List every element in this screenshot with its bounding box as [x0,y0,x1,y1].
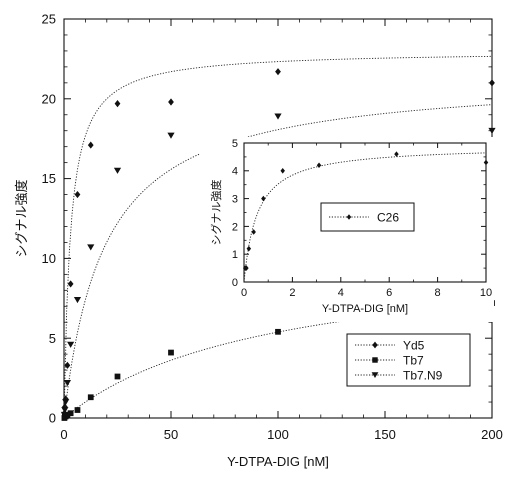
x-axis-title: Y-DTPA-DIG [nM] [227,454,329,469]
data-point-tb7-n9 [167,133,174,139]
x-tick-label: 150 [374,427,396,442]
x-tick-label: 10 [480,287,492,299]
y-axis-title: シグナル強度 [14,179,29,257]
legend-label: Tb7 [403,354,424,368]
y-tick-label: 5 [232,138,238,150]
y-tick-label: 0 [49,411,56,426]
data-point-tb7-n9 [64,380,71,386]
data-point-tb7-n9 [67,342,74,348]
x-tick-label: 0 [60,427,67,442]
y-tick-label: 10 [42,251,56,266]
x-tick-label: 200 [481,427,503,442]
legend-label: Yd5 [403,339,425,353]
data-point-tb7-n9 [87,244,94,250]
y-tick-label: 5 [49,331,56,346]
x-tick-label: 100 [267,427,289,442]
y-tick-label: 4 [232,166,238,178]
data-point-yd5 [88,141,94,148]
data-point-tb7 [88,394,94,400]
data-point-tb7 [75,407,81,413]
data-point-tb7-n9 [62,399,69,405]
data-point-yd5 [275,68,281,75]
y-tick-label: 25 [42,12,56,27]
y-tick-label: 15 [42,171,56,186]
data-point-tb7 [275,329,281,335]
data-point-tb7 [168,350,174,356]
legend-label: Tb7.N9 [403,369,443,383]
x-tick-label: 50 [164,427,178,442]
data-point-tb7-n9 [114,168,121,174]
y-axis-title: シグナル強度 [209,180,223,246]
data-point-yd5 [68,280,74,287]
data-point-yd5 [115,100,121,107]
y-tick-label: 1 [232,249,238,261]
data-point-tb7-n9 [274,113,281,119]
x-tick-label: 2 [289,287,295,299]
data-point-yd5 [489,79,495,86]
x-tick-label: 6 [386,287,392,299]
data-point-tb7 [115,374,121,380]
data-point-yd5 [168,98,174,105]
x-axis-title: Y-DTPA-DIG [nM] [322,303,408,315]
y-tick-label: 2 [232,221,238,233]
y-tick-label: 20 [42,91,56,106]
x-tick-label: 4 [338,287,344,299]
inset-plot: 0 2 4 6 8 10 0 1 2 3 4 5 Y-DTPA-DIG [nM] シグナル強度 C26 [200,137,494,322]
x-tick-label: 0 [241,287,247,299]
data-point-tb7 [68,410,74,416]
data-point-yd5 [65,362,71,369]
data-point-tb7-n9 [74,297,81,303]
y-tick-label: 3 [232,193,238,205]
x-tick-label: 8 [435,287,441,299]
y-tick-label: 0 [232,277,238,289]
legend-marker [372,357,377,362]
inset-legend-label: C26 [377,211,399,225]
data-point-yd5 [75,191,81,198]
